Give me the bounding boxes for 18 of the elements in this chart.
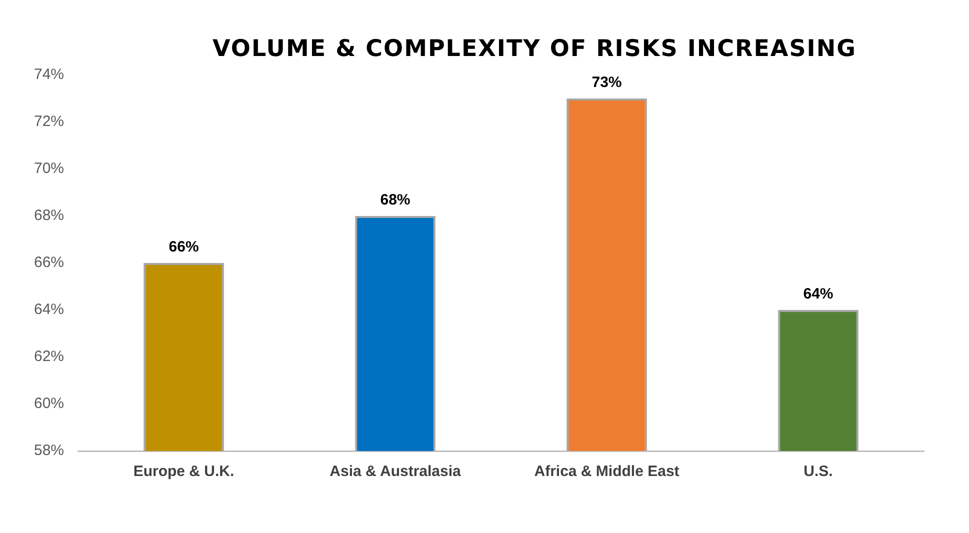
y-tick-label: 60%	[34, 395, 64, 412]
x-tick-label: Africa & Middle East	[534, 463, 680, 480]
y-tick-label: 62%	[34, 348, 64, 366]
data-label: 66%	[168, 238, 199, 256]
y-tick-label: 58%	[34, 442, 64, 460]
x-tick-label: U.S.	[804, 463, 833, 480]
y-tick-label: 64%	[34, 301, 64, 318]
data-label: 68%	[380, 192, 410, 209]
y-tick-label: 68%	[34, 207, 64, 224]
data-label: 73%	[592, 74, 622, 92]
x-tick-label: Asia & Australasia	[330, 463, 462, 480]
y-tick-label: 72%	[34, 113, 64, 130]
data-label: 64%	[803, 286, 834, 303]
y-tick-label: 66%	[34, 254, 64, 272]
y-tick-label: 74%	[34, 66, 64, 84]
x-tick-label: Europe & U.K.	[133, 463, 234, 480]
chart-title: VOLUME & COMPLEXITY OF RISKS INCREASING	[212, 36, 858, 62]
y-tick-label: 70%	[34, 160, 64, 178]
